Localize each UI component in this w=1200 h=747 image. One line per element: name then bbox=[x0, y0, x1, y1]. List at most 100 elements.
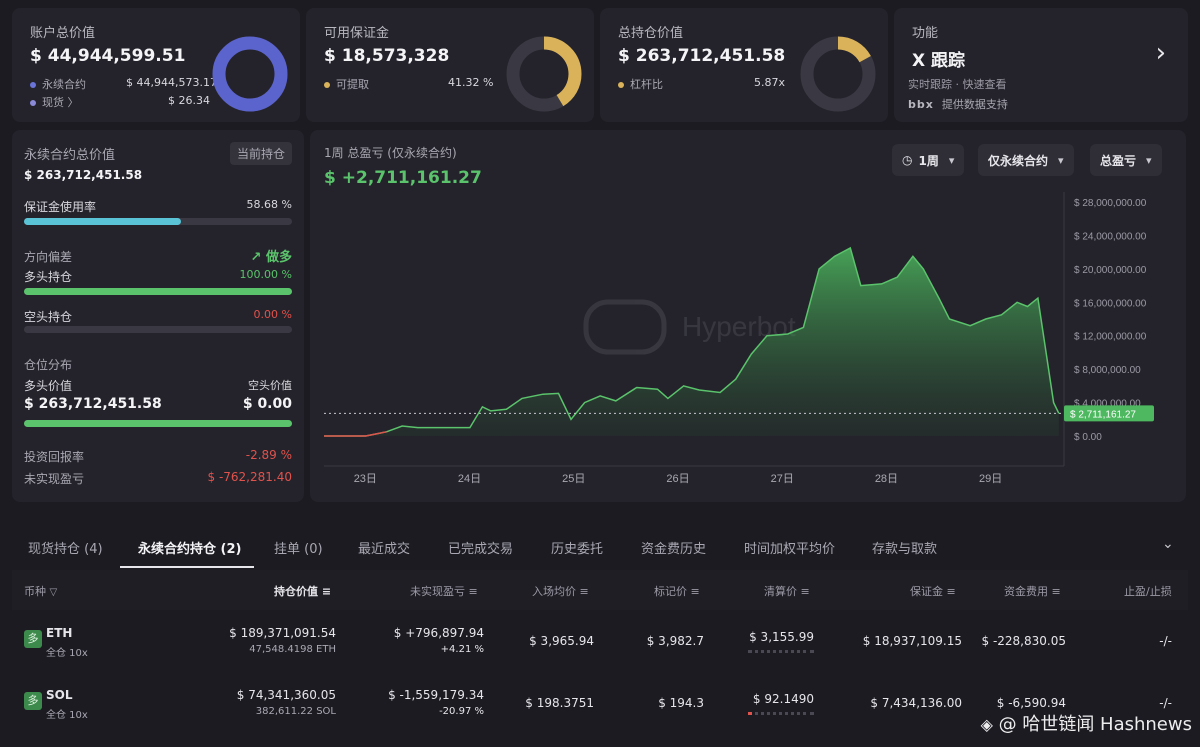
tpsl-value[interactable]: -/- bbox=[1159, 634, 1172, 648]
x-tick-label: 25日 bbox=[562, 473, 585, 485]
liq-distance-bar bbox=[748, 650, 814, 653]
spot-row[interactable]: 现货 〉 $ 26.34 bbox=[30, 94, 300, 110]
total-position-value: $ 263,712,451.58 bbox=[618, 46, 786, 66]
tab-completed-trades[interactable]: 已完成交易 bbox=[448, 542, 514, 557]
chart-total-value: $ +2,711,161.27 bbox=[324, 168, 482, 188]
position-donut bbox=[800, 36, 876, 112]
leverage-value: 5.87x bbox=[754, 76, 786, 89]
tab-deposits-withdrawals[interactable]: 存款与取款 bbox=[872, 542, 938, 557]
y-axis-ticks: $ 28,000,000.00 $ 24,000,000.00 $ 20,000,0… bbox=[1074, 198, 1147, 443]
coin-symbol[interactable]: SOL bbox=[46, 688, 73, 702]
header-liq-price[interactable]: 清算价 ≡ bbox=[764, 585, 810, 598]
header-unrealized-pnl[interactable]: 未实现盈亏 ≡ bbox=[410, 585, 478, 598]
margin-usage-fill bbox=[24, 218, 182, 225]
y-tick-label: $ 8,000,000.00 bbox=[1074, 365, 1141, 376]
tab-perp-positions[interactable]: 永续合约持仓 (2) bbox=[138, 542, 242, 557]
available-margin-value: $ 18,573,328 bbox=[324, 46, 450, 66]
account-donut bbox=[212, 36, 288, 112]
entry-price: $ 198.3751 bbox=[525, 696, 594, 710]
table-row[interactable]: 多 SOL 全仓 10x $ 74,341,360.05 382,611.22 … bbox=[12, 674, 1188, 732]
tab-funding-history[interactable]: 资金费历史 bbox=[641, 542, 707, 557]
tab-twap[interactable]: 时间加权平均价 bbox=[744, 542, 836, 557]
chevron-down-icon[interactable]: ⌄ bbox=[1162, 536, 1174, 552]
funding-fee: $ -6,590.94 bbox=[996, 696, 1066, 710]
long-badge: 多 bbox=[24, 692, 42, 710]
margin-amount: $ 18,937,109.15 bbox=[862, 634, 962, 648]
table-header-bg bbox=[12, 570, 1188, 610]
pnl-area bbox=[324, 248, 1059, 436]
margin-usage-bar bbox=[24, 218, 292, 225]
header-tpsl: 止盈/止损 bbox=[1124, 585, 1172, 598]
tab-open-orders[interactable]: 挂单 (0) bbox=[274, 542, 323, 557]
withdrawable-dot bbox=[324, 82, 330, 88]
hyperbot-watermark: Hyperbot bbox=[583, 299, 796, 355]
y-tick-label: $ 28,000,000.00 bbox=[1074, 198, 1147, 209]
x-tick-label: 27日 bbox=[771, 473, 794, 485]
current-position-badge[interactable]: 当前持仓 bbox=[229, 142, 292, 165]
y-tick-label: $ 4,000,000.00 bbox=[1074, 399, 1141, 410]
leverage-dot bbox=[618, 82, 624, 88]
short-position-label: 空头持仓 bbox=[24, 310, 73, 324]
header-mark-price[interactable]: 标记价 ≡ bbox=[654, 585, 700, 598]
provider-row: bbx 提供数据支持 bbox=[908, 96, 1008, 112]
long-position-value: 100.00 % bbox=[239, 268, 292, 281]
spot-value: $ 26.34 bbox=[168, 94, 210, 107]
x-tracking-subtitle: 实时跟踪 · 快速查看 bbox=[908, 78, 1007, 91]
x-tick-label: 26日 bbox=[666, 473, 689, 485]
coin-symbol[interactable]: ETH bbox=[46, 626, 73, 640]
period-select-label: 1周 bbox=[918, 153, 939, 168]
header-coin[interactable]: 币种 ▽ bbox=[24, 585, 58, 598]
long-badge: 多 bbox=[24, 630, 42, 648]
spot-dot bbox=[30, 100, 36, 106]
y-tick-label: $ 20,000,000.00 bbox=[1074, 265, 1147, 276]
direction-label: 方向偏差 bbox=[24, 250, 73, 264]
perp-value: $ 44,944,573.17 bbox=[126, 76, 217, 89]
margin-mode: 全仓 10x bbox=[46, 710, 88, 721]
chart-title: 1周 总盈亏 (仅永续合约) bbox=[324, 146, 457, 160]
pnl-line bbox=[324, 246, 1060, 437]
available-margin-title: 可用保证金 bbox=[324, 26, 390, 41]
header-margin[interactable]: 保证金 ≡ bbox=[910, 585, 956, 598]
current-value-label: $ 2,711,161.27 bbox=[1070, 409, 1136, 420]
x-tracking-name[interactable]: X 跟踪 bbox=[912, 51, 966, 71]
pnl-area-chart: Hyperbot $ 28,000,000.00$ 24,000,000.00$… bbox=[324, 192, 1154, 485]
long-value-label: 多头价值 bbox=[24, 379, 73, 393]
mark-price: $ 3,982.7 bbox=[646, 634, 704, 648]
scope-select-label: 仅永续合约 bbox=[988, 153, 1049, 168]
spot-label[interactable]: 现货 〉 bbox=[42, 96, 79, 109]
chevron-right-icon[interactable]: › bbox=[1155, 38, 1166, 68]
direction-value: 做多 bbox=[265, 250, 292, 265]
position-value: $ 189,371,091.54 bbox=[229, 626, 336, 640]
liq-distance-marker bbox=[748, 712, 752, 715]
scope-select[interactable]: 仅永续合约 ▾ bbox=[978, 144, 1074, 176]
leverage-label: 杠杆比 bbox=[630, 78, 663, 91]
tpsl-value[interactable]: -/- bbox=[1159, 696, 1172, 710]
table-row[interactable]: 多 ETH 全仓 10x $ 189,371,091.54 47,548.419… bbox=[12, 612, 1188, 670]
y-tick-label: $ 12,000,000.00 bbox=[1074, 332, 1147, 343]
watermark-label: @ 哈世链闻 Hashnews bbox=[998, 714, 1192, 735]
entry-price: $ 3,965.94 bbox=[529, 634, 594, 648]
x-tracking-card[interactable]: 功能 X 跟踪 实时跟踪 · 快速查看 bbx 提供数据支持 › bbox=[894, 8, 1188, 122]
unrealized-pnl: $ -1,559,179.34 bbox=[388, 688, 484, 702]
bbx-logo: bbx bbox=[908, 98, 934, 111]
position-value: $ 74,341,360.05 bbox=[236, 688, 336, 702]
tab-order-history[interactable]: 历史委托 bbox=[551, 542, 604, 557]
short-value-label: 空头价值 bbox=[248, 379, 292, 392]
period-select[interactable]: ◷ 1周 ▾ bbox=[892, 144, 965, 176]
header-entry-price[interactable]: 入场均价 ≡ bbox=[532, 585, 589, 598]
long-position-bar bbox=[24, 288, 292, 295]
leverage-row: 杠杆比 5.87x bbox=[618, 76, 888, 92]
unrealized-pnl-value: $ -762,281.40 bbox=[207, 470, 293, 484]
tab-recent-trades[interactable]: 最近成交 bbox=[358, 542, 411, 557]
header-position-value[interactable]: 持仓价值 ≡ bbox=[274, 585, 332, 598]
x-axis-ticks: 23日 24日 25日 26日 27日 28日 29日 bbox=[354, 473, 1003, 485]
header-funding[interactable]: 资金费用 ≡ bbox=[1004, 585, 1061, 598]
tab-spot-positions[interactable]: 现货持仓 (4) bbox=[28, 542, 103, 557]
margin-usage-value: 58.68 % bbox=[246, 198, 292, 211]
metric-select[interactable]: 总盈亏 ▾ bbox=[1090, 144, 1162, 176]
roi-value: -2.89 % bbox=[245, 448, 292, 462]
sort-icon: ≡ bbox=[321, 585, 332, 598]
position-distribution-label: 仓位分布 bbox=[24, 358, 73, 372]
total-position-title: 总持仓价值 bbox=[618, 26, 684, 41]
perp-summary-panel: 永续合约总价值 当前持仓 $ 263,712,451.58 保证金使用率 58.… bbox=[12, 130, 304, 502]
